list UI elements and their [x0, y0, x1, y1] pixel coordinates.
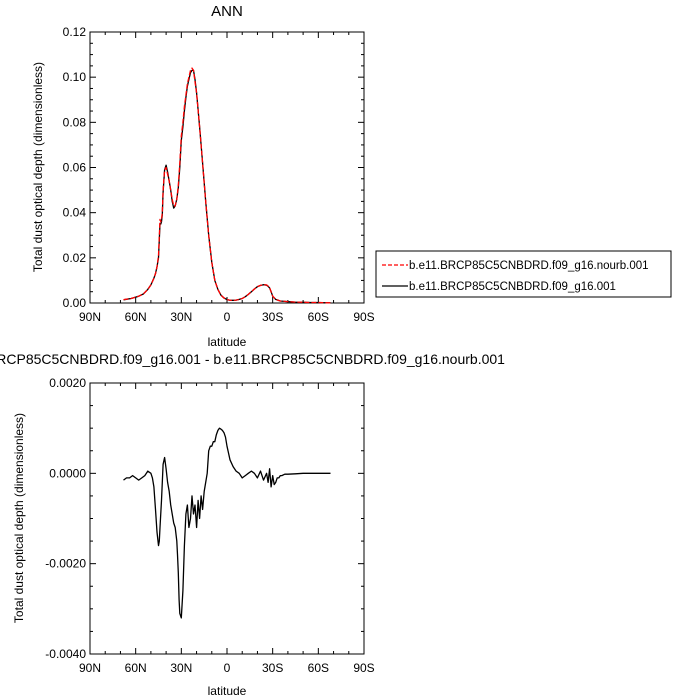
top-plot-frame: [89, 31, 365, 304]
y-tick-label: 0.06: [63, 161, 87, 175]
x-tick-label: 30S: [262, 310, 283, 324]
y-tick-label: -0.0020: [45, 557, 86, 571]
y-tick-label: 0.00: [63, 296, 87, 310]
y-tick-label: 0.04: [63, 206, 87, 220]
x-tick-label: 30N: [170, 310, 192, 324]
top-y-axis-label: Total dust optical depth (dimensionless): [31, 62, 45, 272]
series-line-control: [123, 69, 331, 304]
x-tick-label: 30N: [170, 661, 192, 675]
x-tick-label: 0: [224, 310, 231, 324]
top-x-axis-label: latitude: [208, 335, 247, 349]
top-chart-title: ANN: [211, 3, 243, 20]
x-tick-label: 0: [224, 661, 231, 675]
legend-label-control: b.e11.BRCP85C5CNBDRD.f09_g16.001: [409, 281, 616, 293]
series-line-control: [123, 427, 331, 619]
bottom-x-axis-label: latitude: [208, 684, 247, 698]
x-tick-label: 60S: [308, 661, 329, 675]
top-legend: b.e11.BRCP85C5CNBDRD.f09_g16.nourb.001 b…: [375, 250, 672, 298]
x-tick-label: 60N: [125, 310, 147, 324]
top-x-axis: 90N 60N 30N 0 30S 60S 90S: [79, 32, 375, 324]
bottom-plot-frame: [89, 382, 365, 655]
bottom-x-axis: 90N 60N 30N 0 30S 60S 90S: [79, 383, 375, 675]
x-tick-label: 90N: [79, 661, 101, 675]
series-line-nourb: [123, 67, 331, 304]
y-tick-label: 0.0020: [49, 376, 86, 390]
top-panel-annual-dust: ANN 90N 60N 30N 0 30S 60S 90S 0.00 0.02 0.04 0.06…: [31, 3, 672, 349]
bottom-series-lines: [123, 427, 331, 619]
x-tick-label: 90S: [353, 661, 374, 675]
y-tick-label: 0.0000: [49, 466, 86, 480]
y-tick-label: 0.12: [63, 25, 87, 39]
bottom-y-axis: -0.0040 -0.0020 0.0000 0.0020: [45, 376, 364, 661]
y-tick-label: 0.08: [63, 115, 87, 129]
bottom-y-axis-label: Total dust optical depth (dimensionless): [12, 413, 26, 623]
top-y-axis: 0.00 0.02 0.04 0.06 0.08 0.10 0.12: [63, 25, 364, 310]
x-tick-label: 30S: [262, 661, 283, 675]
y-tick-label: 0.10: [63, 70, 87, 84]
legend-box: [375, 250, 672, 298]
y-tick-label: 0.02: [63, 251, 87, 265]
x-tick-label: 90S: [353, 310, 374, 324]
x-tick-label: 60S: [308, 310, 329, 324]
x-tick-label: 90N: [79, 310, 101, 324]
x-tick-label: 60N: [125, 661, 147, 675]
legend-label-nourb: b.e11.BRCP85C5CNBDRD.f09_g16.nourb.001: [409, 260, 649, 272]
bottom-chart-title: b.e11.BRCP85C5CNBDRD.f09_g16.001 - b.e11…: [0, 351, 505, 367]
y-tick-label: -0.0040: [45, 647, 86, 661]
bottom-panel-difference: b.e11.BRCP85C5CNBDRD.f09_g16.001 - b.e11…: [0, 351, 505, 698]
top-series-lines: [123, 67, 331, 304]
